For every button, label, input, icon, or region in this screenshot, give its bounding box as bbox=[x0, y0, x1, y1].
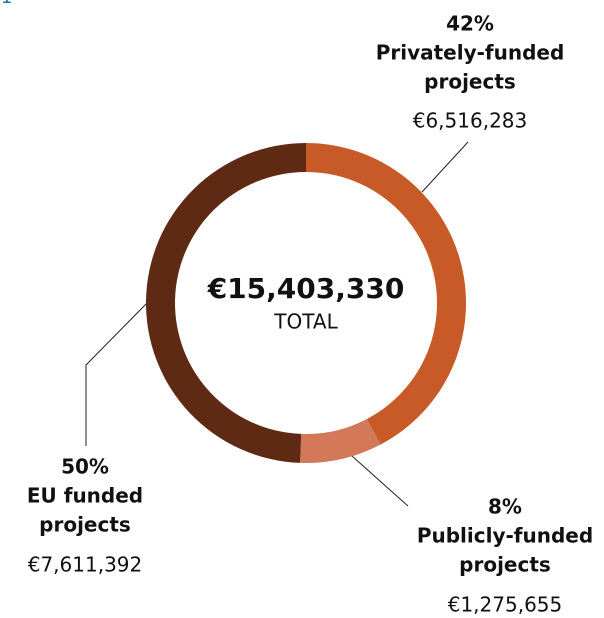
value-label: €1,275,655 bbox=[448, 593, 563, 617]
category-label: projects bbox=[459, 553, 551, 577]
donut-segment bbox=[145, 143, 306, 463]
donut-segment bbox=[300, 418, 381, 464]
total-caption: TOTAL bbox=[273, 310, 338, 334]
category-label: Publicly-funded bbox=[417, 524, 593, 548]
category-label: EU funded bbox=[27, 484, 143, 508]
value-label: €7,611,392 bbox=[28, 553, 143, 577]
donut-segment bbox=[306, 143, 467, 445]
leader-line bbox=[85, 299, 151, 446]
value-label: €6,516,283 bbox=[413, 109, 528, 133]
category-label: projects bbox=[424, 70, 516, 94]
category-label: projects bbox=[39, 513, 131, 537]
category-label: Privately-funded bbox=[376, 41, 565, 65]
chart-title: 021 bbox=[0, 0, 12, 8]
percent-label: 50% bbox=[61, 455, 109, 479]
percent-label: 42% bbox=[446, 12, 494, 36]
percent-label: 8% bbox=[488, 495, 522, 519]
leaders bbox=[85, 141, 469, 507]
leader-line bbox=[421, 141, 469, 193]
leader-line bbox=[351, 455, 409, 507]
total-value: €15,403,330 bbox=[207, 272, 405, 305]
